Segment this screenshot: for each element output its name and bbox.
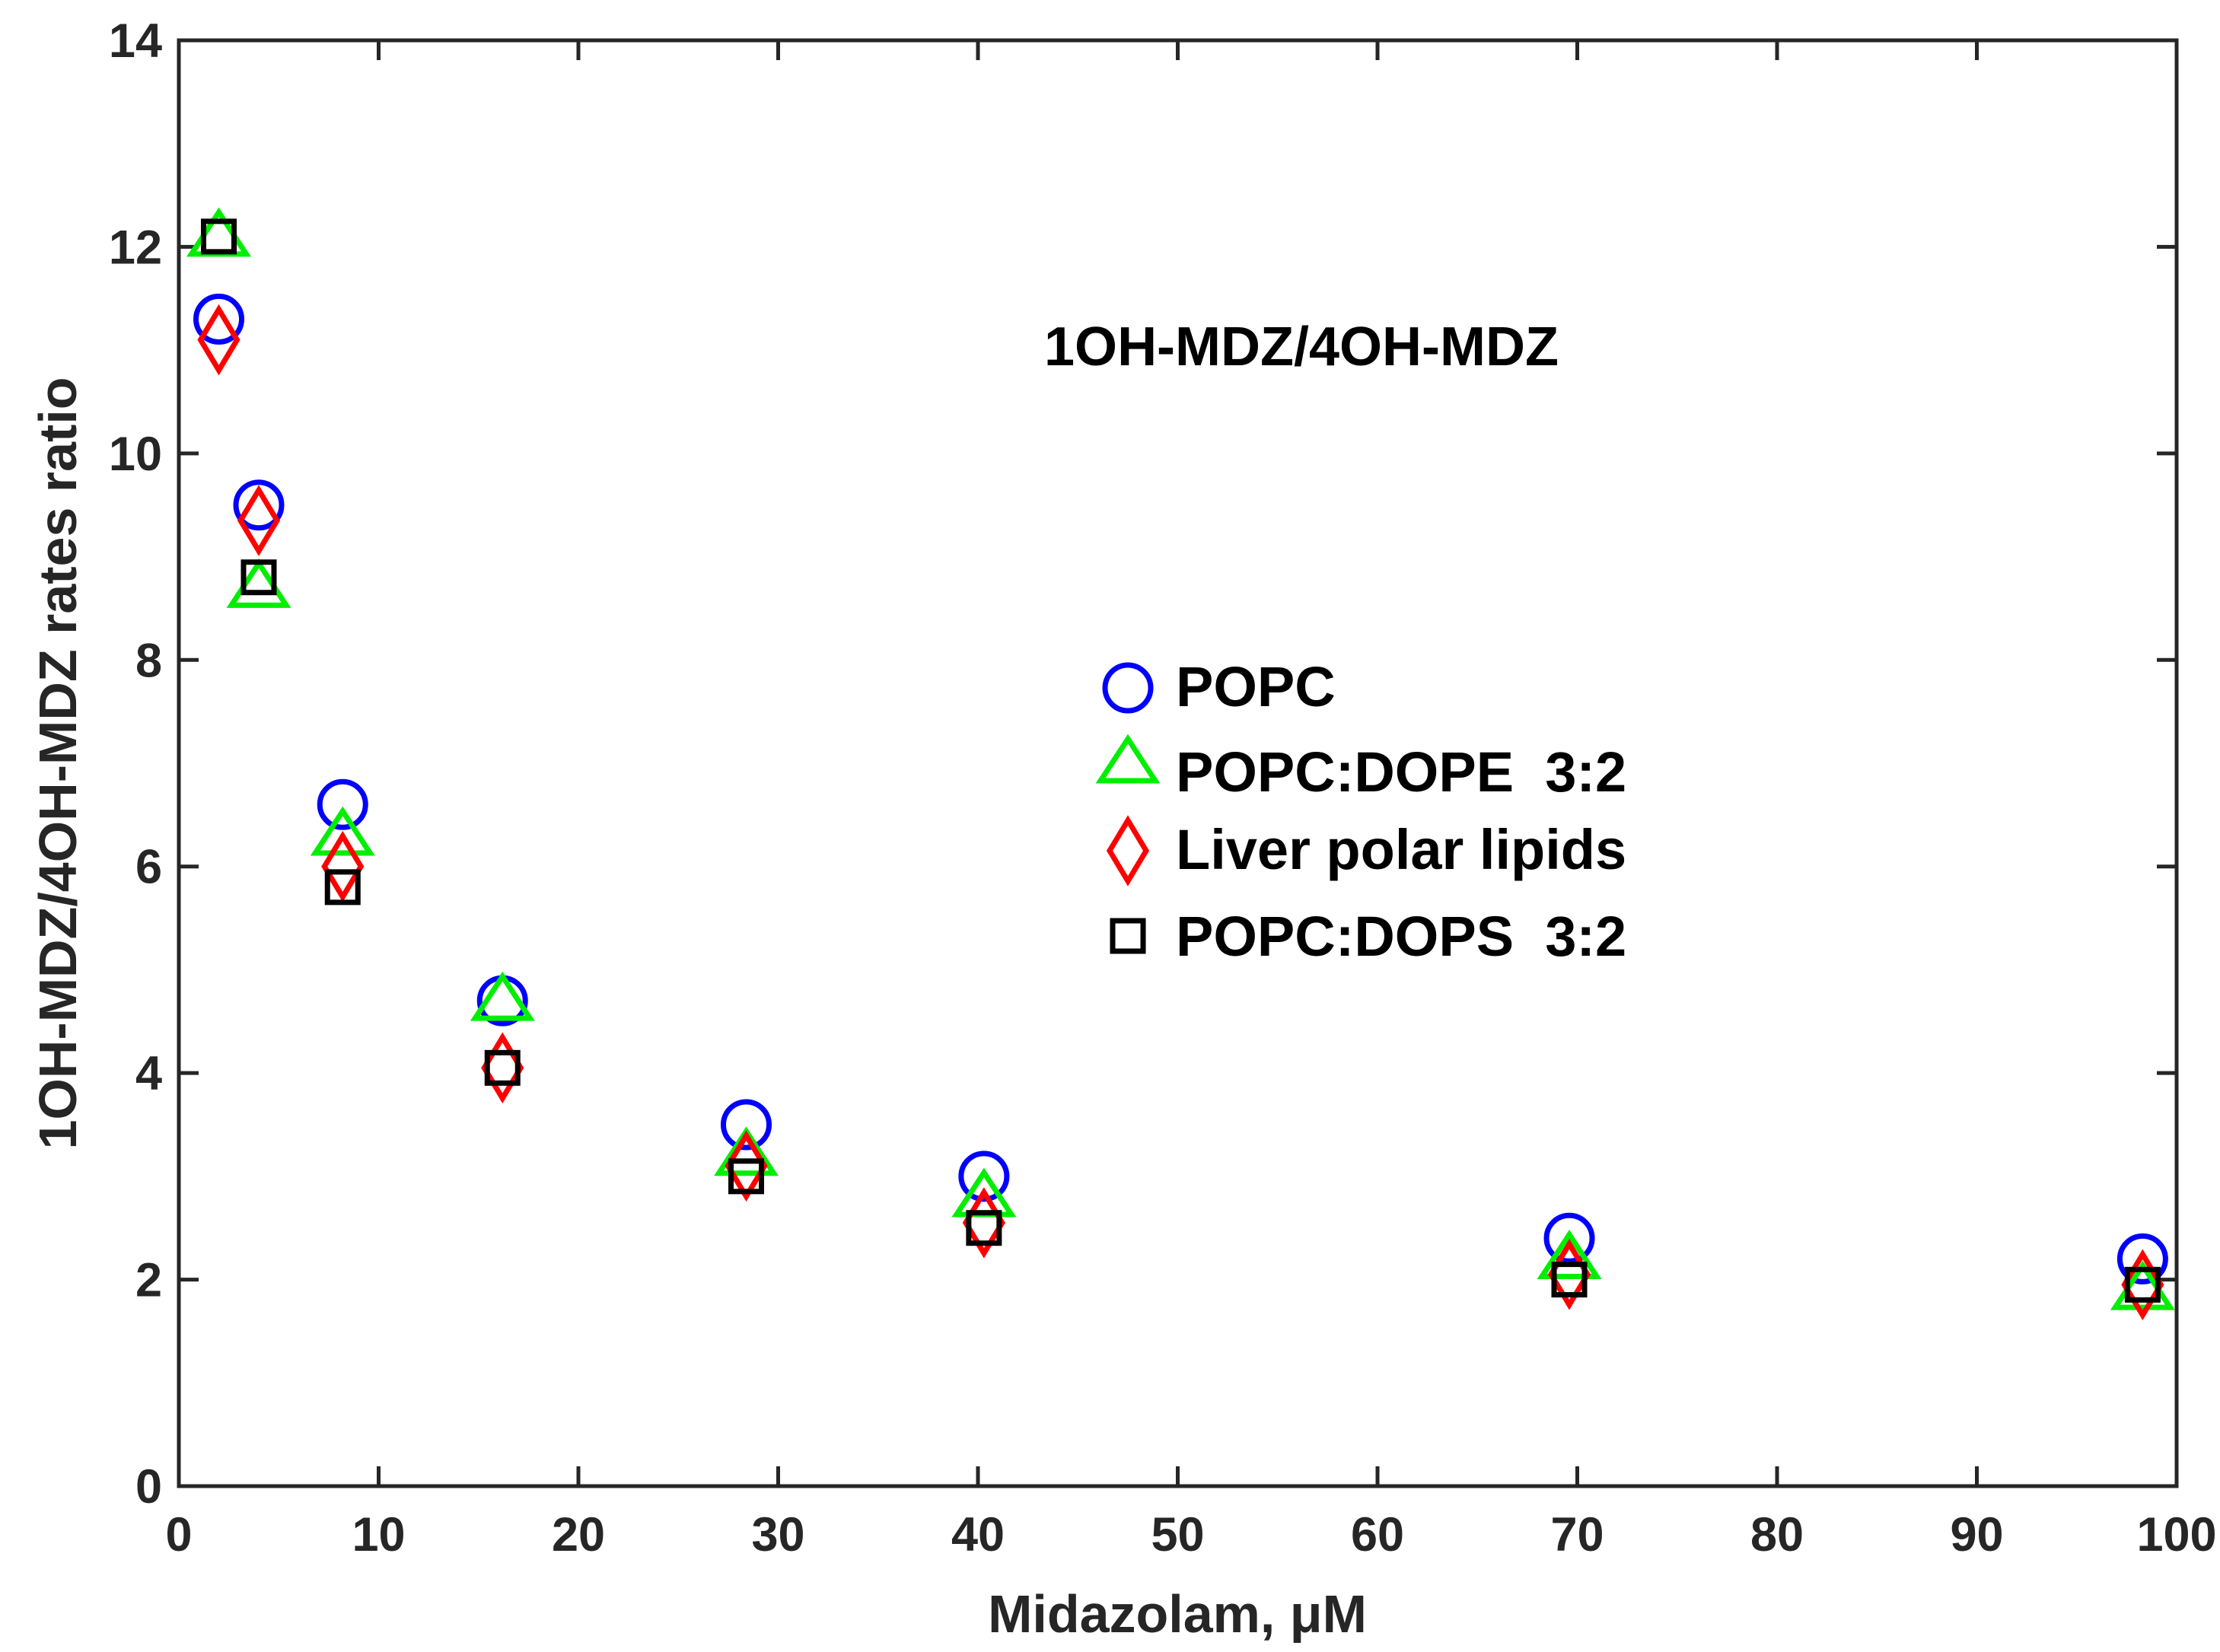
data-point-triangle — [226, 558, 291, 608]
data-point-square — [2124, 1266, 2161, 1303]
legend-marker-triangle — [1095, 734, 1161, 784]
y-tick-label: 12 — [109, 221, 162, 274]
legend-marker-circle — [1102, 662, 1154, 714]
data-point-circle — [958, 1151, 1010, 1202]
data-point-triangle — [470, 971, 535, 1021]
x-tick-label: 0 — [165, 1508, 192, 1561]
x-tick-label: 80 — [1750, 1508, 1804, 1561]
axis-tick-labels: 0 10 20 30 40 50 60 70 80 90 100 0 2 4 6 8 10 12 14 — [109, 14, 2217, 1561]
legend-item-popc: POPC — [1102, 655, 1336, 718]
data-point-circle — [317, 778, 368, 830]
data-point-circle — [193, 293, 244, 345]
legend: POPC POPC:DOPE 3:2 Liver polar lipids PO… — [1095, 655, 1626, 968]
axis-ticks — [177, 38, 2179, 1488]
x-tick-label: 90 — [1950, 1508, 2003, 1561]
x-tick-label: 30 — [751, 1508, 804, 1561]
y-tick-label: 2 — [135, 1254, 162, 1307]
x-tick-label: 20 — [552, 1508, 605, 1561]
legend-label-popc: POPC — [1176, 655, 1336, 718]
data-point-diamond — [321, 830, 365, 902]
x-tick-label: 60 — [1351, 1508, 1404, 1561]
x-axis-label: Midazolam, μM — [988, 1584, 1367, 1644]
data-point-diamond — [481, 1032, 524, 1104]
data-markers — [186, 207, 2175, 1321]
data-point-square — [324, 869, 361, 906]
y-tick-label: 10 — [109, 428, 162, 481]
y-tick-label: 0 — [135, 1460, 162, 1514]
data-point-circle — [2116, 1233, 2168, 1284]
legend-marker-circle — [1102, 662, 1154, 714]
legend-label-liver-polar-lipids: Liver polar lipids — [1176, 818, 1626, 881]
legend-item-liver-polar-lipids: Liver polar lipids — [1106, 815, 1626, 886]
series-circle — [193, 293, 2168, 1284]
data-point-square — [1551, 1262, 1588, 1298]
y-tick-label: 4 — [135, 1047, 162, 1100]
data-point-triangle — [714, 1126, 779, 1176]
x-tick-label: 50 — [1151, 1508, 1204, 1561]
chart-annotation: 1OH-MDZ/4OH-MDZ — [1044, 317, 1559, 377]
legend-marker-diamond — [1106, 815, 1150, 886]
series-diamond — [197, 304, 2164, 1321]
y-axis-label: 1OH-MDZ/4OH-MDZ rates ratio — [28, 377, 88, 1149]
legend-marker-triangle — [1095, 734, 1161, 784]
legend-marker-square — [1110, 918, 1146, 954]
x-tick-label: 70 — [1550, 1508, 1604, 1561]
y-tick-label: 14 — [109, 14, 162, 68]
data-point-diamond — [197, 304, 240, 376]
data-point-circle — [233, 479, 285, 531]
x-tick-label: 40 — [951, 1508, 1005, 1561]
data-point-square — [484, 1049, 521, 1086]
x-tick-label: 10 — [352, 1508, 405, 1561]
x-tick-label: 100 — [2136, 1508, 2216, 1561]
series-square — [201, 218, 2161, 1303]
legend-label-popc-dope: POPC:DOPE 3:2 — [1176, 740, 1626, 804]
data-point-square — [201, 218, 237, 255]
legend-item-popc-dope: POPC:DOPE 3:2 — [1095, 734, 1626, 804]
y-tick-label: 6 — [135, 841, 162, 894]
data-point-triangle — [1537, 1230, 1602, 1279]
legend-label-popc-dops: POPC:DOPS 3:2 — [1176, 905, 1626, 968]
legend-item-popc-dops: POPC:DOPS 3:2 — [1110, 905, 1626, 968]
legend-marker-square — [1110, 918, 1146, 954]
legend-marker-diamond — [1106, 815, 1150, 886]
data-point-circle — [721, 1099, 772, 1151]
data-point-square — [966, 1210, 1002, 1246]
data-point-square — [728, 1158, 764, 1195]
data-point-square — [240, 559, 277, 596]
data-point-diamond — [2121, 1249, 2164, 1321]
y-tick-label: 8 — [135, 634, 162, 687]
data-point-diamond — [725, 1130, 768, 1202]
data-point-triangle — [186, 207, 251, 257]
data-point-diamond — [237, 485, 281, 556]
data-point-circle — [1543, 1212, 1595, 1264]
data-point-triangle — [310, 806, 375, 856]
